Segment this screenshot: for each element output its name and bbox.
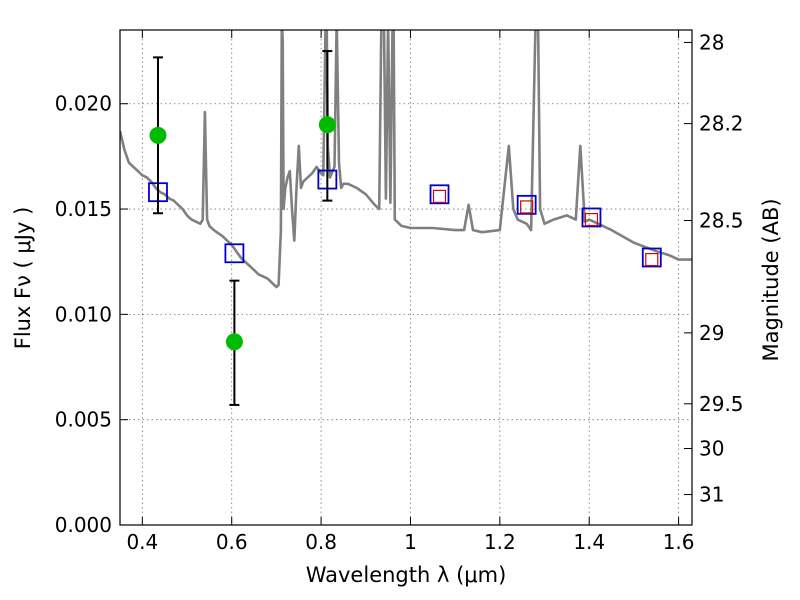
- alt-band-square: [645, 252, 659, 267]
- y-tick-label: 0.010: [55, 302, 112, 326]
- model-band-square: [641, 247, 662, 268]
- y-tick-label: 0.000: [55, 513, 112, 537]
- x-tick-label: 1.4: [573, 530, 605, 554]
- x-tick-label: 1.6: [663, 530, 695, 554]
- mag-tick-label: 28.2: [699, 112, 744, 136]
- y-tick-label: 0.020: [55, 92, 112, 116]
- observed-point: [225, 333, 243, 351]
- alt-band-square: [584, 212, 599, 227]
- mag-tick-label: 31: [699, 483, 724, 507]
- mag-tick-label: 29.5: [699, 392, 744, 416]
- model-band-square: [581, 207, 602, 228]
- x-axis-label: Wavelength λ (μm): [306, 563, 507, 587]
- x-tick-label: 0.6: [216, 530, 248, 554]
- model-spectrum-line: [120, 30, 692, 289]
- model-band-square: [516, 194, 537, 215]
- y-tick-label: 0.005: [55, 408, 112, 432]
- x-tick-label: 0.4: [126, 530, 158, 554]
- y-axis-label: Flux Fν ( μJy ): [11, 207, 35, 350]
- x-tick-label: 0.8: [305, 530, 337, 554]
- x-tick-label: 1.2: [484, 530, 516, 554]
- y-tick-label: 0.015: [55, 197, 112, 221]
- axis-ticks: 0.4 0.6 0.8 1 1.2 1.4 1.6 0.000 0.005 0.010 0.015 0…: [55, 30, 744, 554]
- observed-point: [318, 116, 336, 134]
- mag-tick-label: 28: [699, 30, 724, 54]
- mag-tick-label: 29: [699, 321, 724, 345]
- alt-band-square: [432, 189, 447, 204]
- alt-band-square: [520, 200, 534, 214]
- plot-frame: [119, 29, 693, 526]
- y2-axis-label: Magnitude (AB): [759, 198, 783, 361]
- x-tick-label: 1: [404, 530, 417, 554]
- mag-tick-label: 30: [699, 437, 724, 461]
- plot-area: [120, 30, 692, 406]
- model-band-square: [429, 184, 450, 205]
- model-band-square: [224, 243, 245, 264]
- observed-point: [149, 126, 167, 144]
- mag-tick-label: 28.5: [699, 209, 744, 233]
